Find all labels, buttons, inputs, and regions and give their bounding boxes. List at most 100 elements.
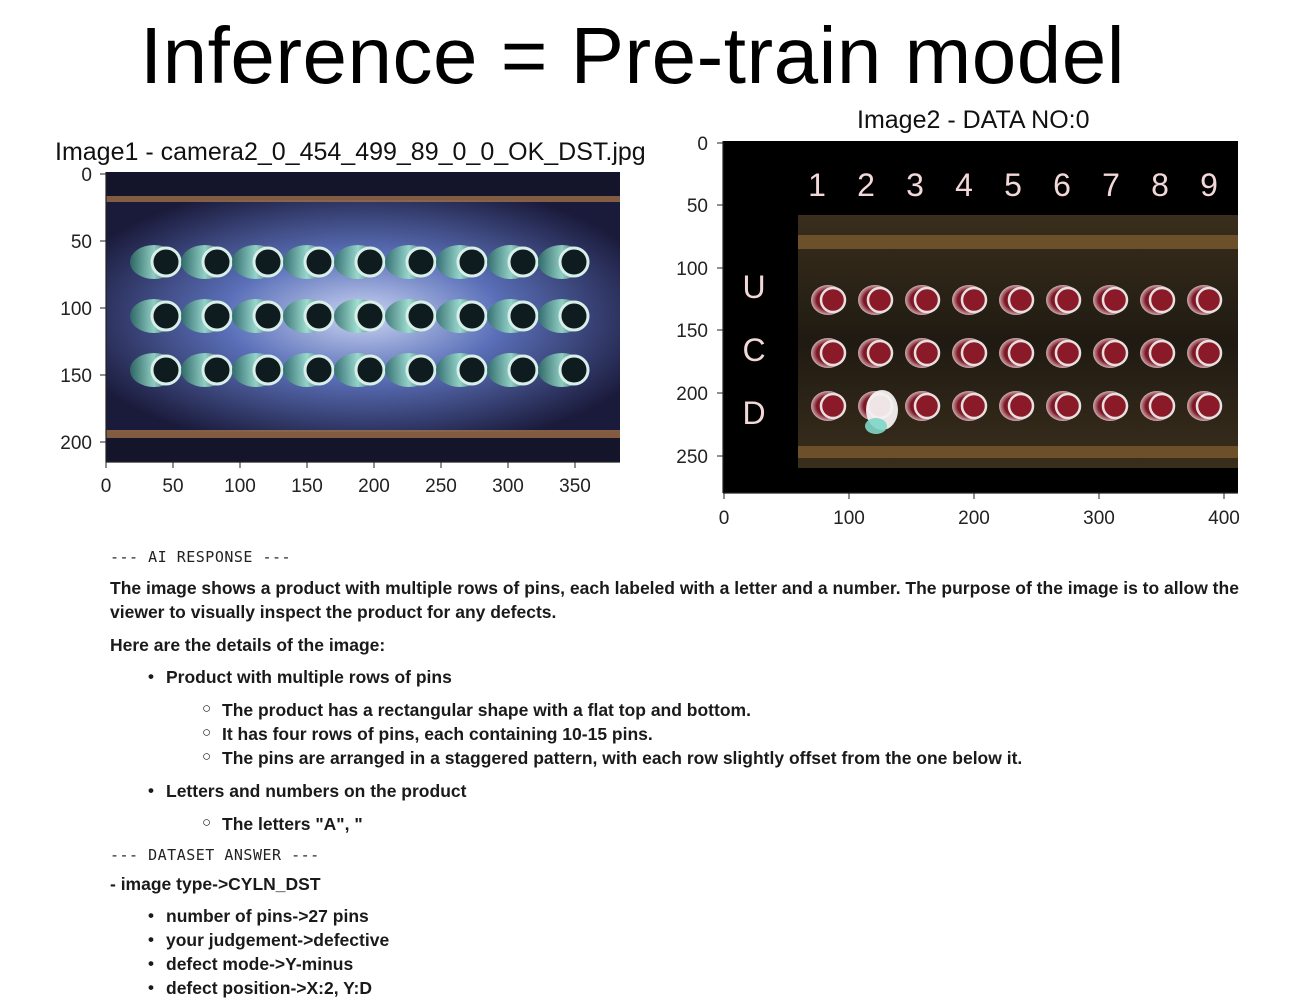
pin-head	[1148, 286, 1176, 314]
dataset-item: • your judgement->defective	[148, 928, 1260, 952]
image1-xtick-label: 200	[358, 476, 390, 497]
sub-bullet-text: The letters "A", "	[222, 814, 363, 834]
sub-bullet-text: The product has a rectangular shape with…	[222, 700, 751, 720]
image2-xtick-label: 400	[1208, 508, 1240, 529]
image1-ytick-label: 200	[60, 433, 92, 454]
image1-ytick-label: 50	[71, 232, 92, 253]
dataset-answer-header: --- DATASET ANSWER ---	[110, 846, 320, 864]
dataset-item: • defect position->X:2, Y:D	[148, 976, 1260, 1000]
image2-xtick-label: 300	[1083, 508, 1115, 529]
bullet-dot-icon: •	[148, 667, 154, 686]
pin-head	[303, 246, 335, 278]
pin-head	[456, 246, 488, 278]
image1-xtick-label: 100	[224, 476, 256, 497]
pin-head	[150, 354, 182, 386]
column-label: 7	[1102, 167, 1120, 203]
dataset-item: • number of pins->27 pins	[148, 904, 1260, 928]
pin-head	[1054, 392, 1082, 420]
sub-bullet-item: ○ The letters "A", "	[202, 812, 1260, 836]
pin-head	[1195, 392, 1223, 420]
image2-ytick-label: 200	[676, 384, 708, 405]
image1-plot: 0 50 100 150 200 0 50 100 150 200 250 300 350	[60, 165, 620, 497]
image1-xtick-label: 0	[101, 476, 112, 497]
pin-head	[150, 300, 182, 332]
column-label: 2	[857, 167, 875, 203]
dataset-item-text: defect position->X:2, Y:D	[166, 978, 372, 998]
pin-head	[558, 246, 590, 278]
column-label: 4	[955, 167, 973, 203]
image2-xtick-label: 200	[958, 508, 990, 529]
pin-head	[507, 300, 539, 332]
pin-head	[252, 246, 284, 278]
pin-head	[201, 246, 233, 278]
pin-head	[1101, 286, 1129, 314]
pin-head	[1007, 392, 1035, 420]
image1-ytick-label: 0	[81, 165, 92, 186]
pin-head	[1101, 392, 1129, 420]
column-label: 3	[906, 167, 924, 203]
pin-head	[1007, 286, 1035, 314]
dataset-item: • defect mode->Y-minus	[148, 952, 1260, 976]
bullet-dot-icon: •	[148, 906, 154, 925]
image2-ytick-label: 50	[687, 196, 708, 217]
column-label: 5	[1004, 167, 1022, 203]
pin-head	[1195, 286, 1223, 314]
image2-title: Image2 - DATA NO:0	[857, 106, 1090, 134]
image2-xtick-label: 0	[719, 508, 730, 529]
image1-title: Image1 - camera2_0_454_499_89_0_0_OK_DST…	[55, 138, 646, 166]
image1-xtick-label: 150	[291, 476, 323, 497]
ai-bullets: • Product with multiple rows of pins ○ Th…	[148, 665, 1260, 836]
sub-bullet-item: ○ The product has a rectangular shape wit…	[202, 698, 1260, 722]
image2-ytick-label: 100	[676, 259, 708, 280]
image2-ytick-label: 150	[676, 321, 708, 342]
bullet-item: • Product with multiple rows of pins ○ Th…	[148, 665, 1260, 770]
pin-head	[507, 246, 539, 278]
sub-bullet-item: ○ It has four rows of pins, each containi…	[202, 722, 1260, 746]
pin-head	[1148, 392, 1176, 420]
pin-head	[819, 286, 847, 314]
row-label: U	[742, 269, 765, 305]
dataset-item-text: your judgement->defective	[166, 930, 390, 950]
image1-xtick-label: 50	[162, 476, 183, 497]
bullet-circle-icon: ○	[202, 814, 212, 831]
pin-head	[354, 246, 386, 278]
pin-head	[456, 300, 488, 332]
column-label: 6	[1053, 167, 1071, 203]
pin-head	[960, 392, 988, 420]
pin-head	[252, 300, 284, 332]
sub-bullet-item: ○ The pins are arranged in a staggered pa…	[202, 746, 1260, 770]
pin-head	[456, 354, 488, 386]
pin-head	[558, 300, 590, 332]
bullet-circle-icon: ○	[202, 700, 212, 717]
dataset-items: • number of pins->27 pins • your judgement…	[148, 904, 1260, 1000]
image2-xtick-label: 100	[833, 508, 865, 529]
image1-ytick-label: 100	[60, 299, 92, 320]
pin-head	[866, 286, 894, 314]
pin-head	[960, 286, 988, 314]
dataset-item-text: defect mode->Y-minus	[166, 954, 354, 974]
bullet-circle-icon: ○	[202, 724, 212, 741]
bullet-dot-icon: •	[148, 781, 154, 800]
pin-head	[819, 392, 847, 420]
pin-head	[354, 354, 386, 386]
sub-bullet-text: It has four rows of pins, each containin…	[222, 724, 653, 744]
bullet-item: • Letters and numbers on the product ○ Th…	[148, 779, 1260, 836]
image2-pins	[811, 285, 1223, 434]
bullet-dot-icon: •	[148, 978, 154, 997]
pin-head	[866, 339, 894, 367]
pin-head	[913, 286, 941, 314]
pin-head	[1195, 339, 1223, 367]
pin-head	[1007, 339, 1035, 367]
bullet-text: Letters and numbers on the product	[166, 781, 467, 801]
sub-bullet-text: The pins are arranged in a staggered pat…	[222, 748, 1023, 768]
image1-xtick-label: 350	[559, 476, 591, 497]
image1-xtick-label: 250	[425, 476, 457, 497]
column-label: 9	[1200, 167, 1218, 203]
pin-head	[405, 300, 437, 332]
pin-head	[558, 354, 590, 386]
bullet-dot-icon: •	[148, 930, 154, 949]
dataset-type-line: - image type->CYLN_DST	[110, 874, 321, 894]
image2-ytick-label: 250	[676, 447, 708, 468]
row-label: C	[742, 332, 765, 368]
